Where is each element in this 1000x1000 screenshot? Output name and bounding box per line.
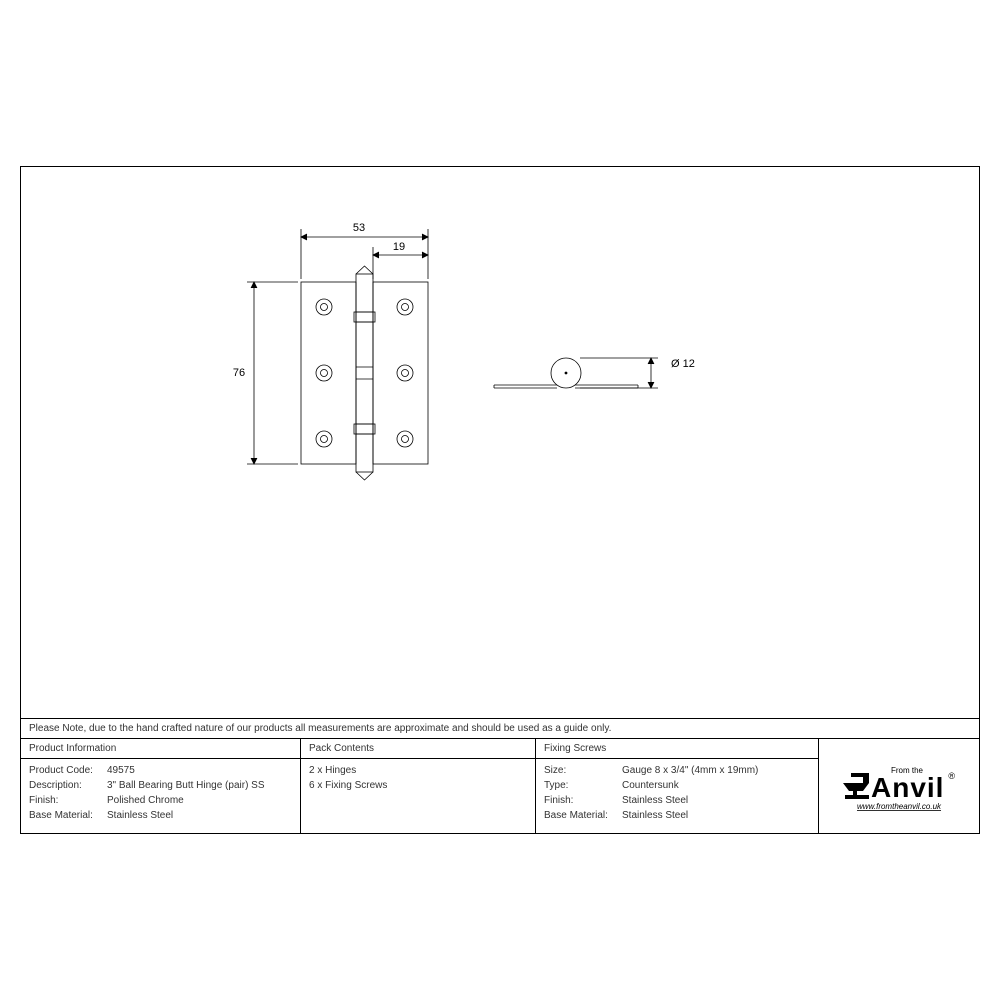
dim-leaf: 19 — [393, 241, 405, 253]
brand-logo: From the Anvil ® www.fromtheanvil.co.uk — [819, 739, 979, 833]
col1-body: Product Code:49575Description:3" Ball Be… — [29, 763, 292, 823]
drawing-sheet: 53 19 76 Ø 12 Please Note, due to the ha… — [20, 166, 980, 834]
hinge-drawing: 53 19 76 Ø 12 — [21, 167, 981, 697]
col-fixing-screws: Fixing Screws Size:Gauge 8 x 3/4" (4mm x… — [536, 739, 819, 833]
dim-knuckle: Ø 12 — [671, 358, 695, 370]
dim-width: 53 — [353, 222, 365, 234]
dim-height: 76 — [233, 367, 245, 379]
anvil-icon: From the Anvil ® www.fromtheanvil.co.uk — [839, 761, 959, 811]
col-pack-contents: Pack Contents 2 x Hinges6 x Fixing Screw… — [301, 739, 536, 833]
col-product-info: Product Information Product Code:49575De… — [21, 739, 301, 833]
col2-title: Pack Contents — [301, 739, 535, 759]
col3-body: Size:Gauge 8 x 3/4" (4mm x 19mm)Type:Cou… — [544, 763, 810, 823]
col3-title: Fixing Screws — [536, 739, 818, 759]
svg-text:®: ® — [948, 771, 955, 781]
note: Please Note, due to the hand crafted nat… — [21, 719, 979, 739]
col1-title: Product Information — [21, 739, 300, 759]
svg-text:Anvil: Anvil — [871, 772, 944, 803]
info-table: Please Note, due to the hand crafted nat… — [21, 718, 979, 833]
col2-body: 2 x Hinges6 x Fixing Screws — [309, 763, 527, 793]
svg-text:www.fromtheanvil.co.uk: www.fromtheanvil.co.uk — [857, 802, 942, 811]
